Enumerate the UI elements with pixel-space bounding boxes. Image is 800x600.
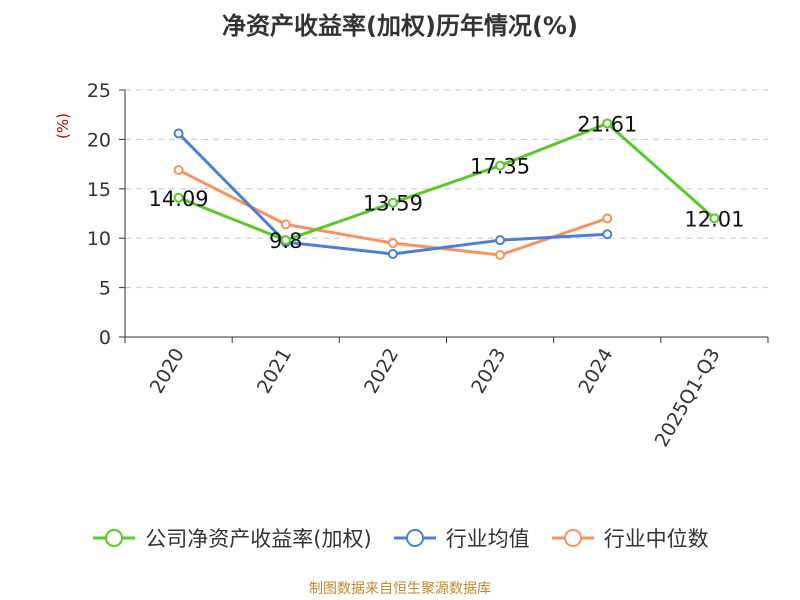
x-tick-label-2022: 2022 [360, 345, 403, 398]
x-tick-label-2020: 2020 [146, 345, 189, 398]
x-tick-label-2023: 2023 [467, 345, 510, 398]
axes: 0 5 10 15 20 25 2020 2021 2022 2023 2024 2025Q1-Q3 [87, 80, 769, 451]
data-point-0-0 [173, 192, 184, 203]
y-tick-label-15: 15 [87, 179, 111, 201]
series-lines [173, 118, 720, 260]
data-point-0-2 [387, 197, 398, 208]
legend-swatch-1 [393, 529, 436, 547]
data-label-1: 9.8 [269, 229, 302, 253]
data-label-5: 12.01 [684, 207, 744, 231]
data-point-0-5 [709, 213, 720, 224]
series-line-0 [178, 121, 716, 242]
data-point-1-2 [387, 249, 398, 260]
data-point-0-1 [280, 235, 291, 246]
y-tick-label-10: 10 [87, 228, 111, 250]
y-tick-label-5: 5 [99, 278, 111, 300]
data-point-1-3 [495, 235, 506, 246]
legend-item-2[interactable]: 行业中位数 [550, 523, 709, 553]
y-tick-label-20: 20 [87, 129, 111, 151]
data-label-3: 17.35 [470, 155, 530, 179]
data-point-2-2 [387, 238, 398, 249]
y-tick-label-0: 0 [99, 327, 111, 349]
data-point-2-4 [602, 213, 613, 224]
legend-label-0: 公司净资产收益率(加权) [145, 527, 372, 551]
data-point-2-1 [280, 219, 291, 230]
legend-label-2: 行业中位数 [603, 527, 709, 551]
x-tick-label-2021: 2021 [253, 345, 296, 398]
legend: 公司净资产收益率(加权) 行业均值 行业中位数 [0, 520, 800, 556]
source-note: 制图数据来自恒生聚源数据库 [309, 581, 491, 597]
data-label-4: 21.61 [577, 112, 637, 136]
data-point-2-0 [173, 165, 184, 176]
data-point-1-4 [602, 229, 613, 240]
y-tick-label-25: 25 [87, 80, 111, 102]
grid-lines [125, 89, 768, 289]
x-tick-label-2024: 2024 [574, 345, 617, 398]
data-point-1-0 [173, 128, 184, 139]
legend-item-0[interactable]: 公司净资产收益率(加权) [91, 523, 372, 553]
chart-title: 净资产收益率(加权)历年情况(%) [222, 12, 578, 40]
data-labels: 14.09 9.8 13.59 17.35 21.61 12.01 [149, 112, 745, 253]
legend-item-1[interactable]: 行业均值 [392, 523, 530, 553]
x-tick-label-2025Q1-Q3: 2025Q1-Q3 [651, 345, 725, 451]
y-axis-unit-label: (%) [54, 113, 72, 139]
data-point-0-4 [602, 118, 613, 129]
data-point-2-3 [495, 249, 506, 260]
data-label-0: 14.09 [149, 187, 209, 211]
legend-swatch-0 [93, 529, 136, 547]
data-label-2: 13.59 [363, 192, 423, 216]
data-point-0-3 [495, 160, 506, 171]
legend-label-1: 行业均值 [445, 527, 530, 551]
legend-swatch-2 [551, 529, 594, 547]
